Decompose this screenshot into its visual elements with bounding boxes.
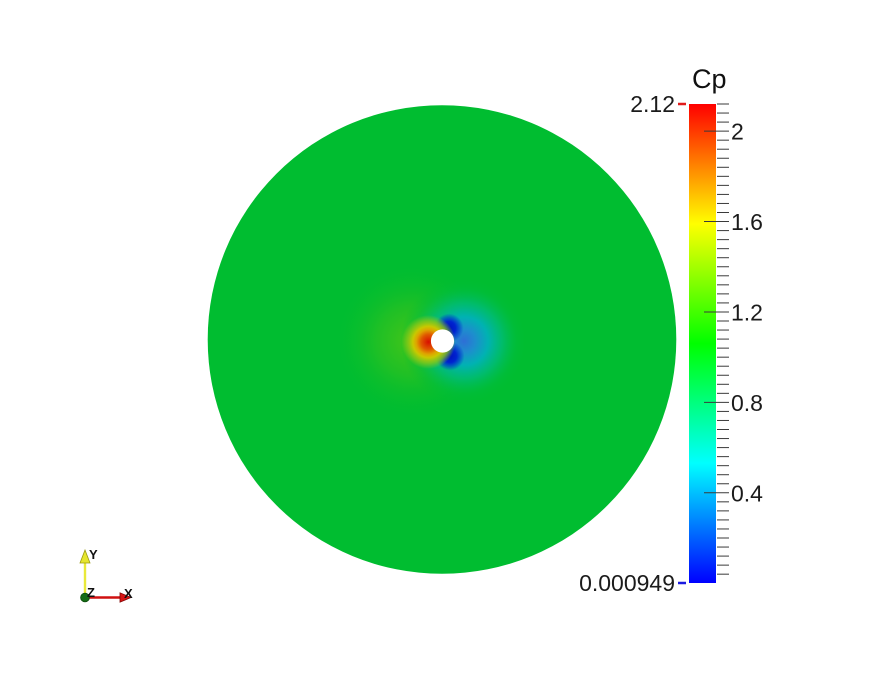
flow-field [207,105,677,574]
colorbar-max-label: 2.12 [630,91,675,117]
z-axis-label: Z [87,585,95,600]
colorbar-tick-label: 2 [731,119,744,145]
colorbar[interactable]: Cp 2.12 0.4 0.8 1.2 1.6 2 0.000949 [579,64,763,596]
x-axis-label: X [124,586,133,601]
colorbar-gradient-bar[interactable] [689,104,716,583]
wake-region [400,277,528,405]
y-axis-arrow [79,548,91,564]
colorbar-min-label: 0.000949 [579,570,675,596]
y-axis-label: Y [89,547,98,562]
cylinder-body [430,329,455,353]
colorbar-tick-label: 1.2 [731,299,763,325]
stagnation-region [401,315,456,369]
colorbar-tick-label: 1.6 [731,209,763,235]
orientation-axes-widget: Y Z X [79,547,133,603]
colorbar-ticks: 0.4 0.8 1.2 1.6 2 [704,103,763,575]
colorbar-tick-label: 0.4 [731,480,763,506]
colorbar-title: Cp [692,64,727,94]
z-axis-dot [80,592,90,603]
x-axis-arrow [119,592,133,603]
colorbar-tick-label: 0.8 [731,390,763,416]
